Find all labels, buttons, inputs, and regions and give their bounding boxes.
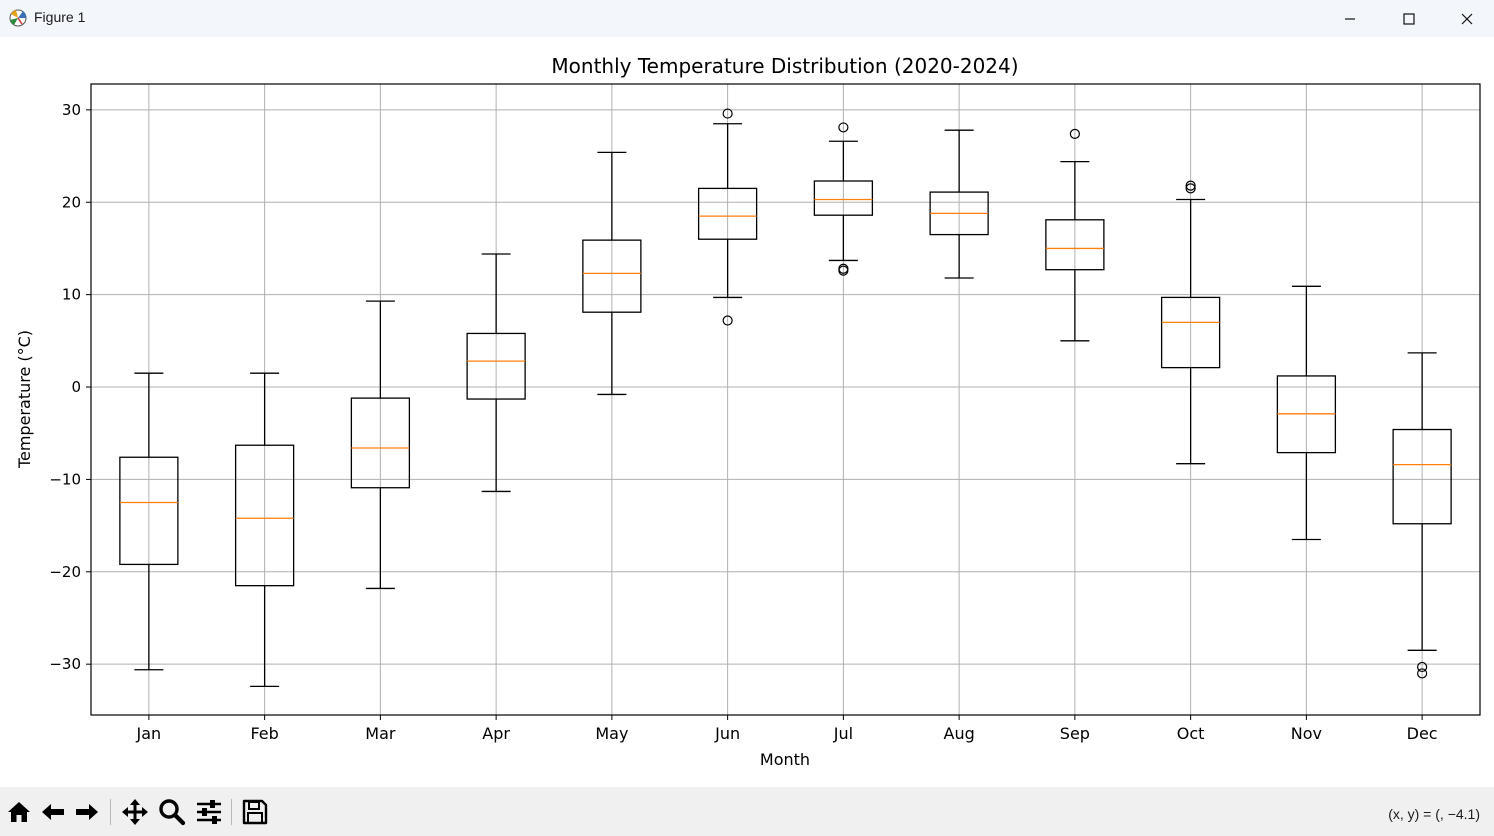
box-iqr	[234, 444, 295, 587]
minimize-button[interactable]	[1321, 0, 1379, 37]
maximize-button[interactable]	[1380, 0, 1438, 37]
x-tick-label: May	[595, 724, 628, 743]
box-feb	[234, 372, 295, 688]
outlier-point	[722, 315, 733, 326]
zoom-button[interactable]	[158, 798, 186, 826]
plot-frame	[90, 83, 1481, 716]
x-tick-label: Dec	[1407, 724, 1438, 743]
box-oct	[1160, 180, 1221, 465]
navigation-toolbar: (x, y) = (, −4.1)	[0, 787, 1494, 836]
x-axis-label: Month	[760, 750, 810, 769]
box-may	[582, 151, 642, 396]
forward-icon	[76, 804, 98, 820]
x-tick-label: Sep	[1060, 724, 1090, 743]
back-button[interactable]	[39, 798, 67, 826]
box-apr	[466, 253, 526, 493]
outlier-point	[838, 122, 849, 133]
y-tick-label: 30	[62, 101, 81, 119]
box-aug	[929, 129, 989, 279]
forward-button[interactable]	[73, 798, 101, 826]
close-icon	[1461, 13, 1473, 24]
box-iqr	[697, 187, 758, 240]
window-titlebar: Figure 1	[0, 0, 1494, 37]
matplotlib-app-icon	[9, 9, 27, 27]
x-tick-label: Jan	[136, 724, 162, 743]
outlier-point	[1417, 661, 1428, 673]
configure-subplots-button[interactable]	[195, 798, 223, 826]
save-button[interactable]	[241, 798, 269, 826]
y-axis-label: Temperature (°C)	[15, 330, 34, 469]
axis-ticks: 30 20 10 0 −10 −20 −30 Jan Feb Mar Apr May Jun Jul Aug…	[49, 101, 1437, 743]
box-iqr	[350, 397, 411, 489]
outlier-point	[1417, 668, 1428, 679]
box-sep	[1045, 128, 1105, 342]
save-icon	[242, 799, 268, 825]
x-tick-label: Aug	[944, 724, 975, 743]
outlier-point	[722, 108, 733, 119]
outlier-point	[1185, 183, 1196, 194]
pan-icon	[122, 799, 148, 825]
x-tick-label: Jun	[714, 724, 740, 743]
box-iqr	[1392, 428, 1452, 525]
box-mar	[350, 300, 411, 590]
grid-lines	[91, 84, 1480, 715]
cursor-coordinates: (x, y) = (, −4.1)	[1388, 806, 1480, 822]
back-icon	[42, 804, 64, 820]
box-iqr	[1045, 219, 1105, 271]
x-tick-label: Apr	[482, 724, 510, 743]
close-button[interactable]	[1438, 0, 1494, 37]
x-tick-label: Oct	[1177, 724, 1205, 743]
configure-subplots-icon	[197, 800, 221, 824]
x-tick-label: Jul	[833, 724, 853, 743]
outlier-point	[1185, 180, 1196, 191]
box-iqr	[466, 332, 526, 400]
box-iqr	[119, 456, 179, 566]
home-button[interactable]	[5, 798, 33, 826]
box-iqr	[813, 180, 874, 216]
y-tick-label: 10	[62, 286, 81, 304]
box-jan	[119, 372, 179, 671]
box-series	[119, 108, 1452, 688]
y-tick-label: −30	[49, 655, 81, 673]
x-tick-label: Mar	[365, 724, 396, 743]
box-nov	[1276, 285, 1337, 541]
box-jul	[813, 122, 874, 276]
figure-canvas[interactable]: 30 20 10 0 −10 −20 −30 Jan Feb Mar Apr May Jun Jul Aug…	[0, 37, 1494, 787]
zoom-icon	[159, 799, 186, 826]
boxplot-chart: 30 20 10 0 −10 −20 −30 Jan Feb Mar Apr May Jun Jul Aug…	[15, 54, 1481, 769]
y-tick-label: −20	[49, 563, 81, 581]
x-tick-label: Feb	[250, 724, 278, 743]
box-jun	[697, 108, 758, 326]
minimize-icon	[1345, 17, 1355, 20]
pan-button[interactable]	[121, 798, 149, 826]
y-tick-label: 20	[62, 193, 81, 211]
window-title: Figure 1	[34, 9, 86, 25]
y-tick-label: 0	[71, 378, 81, 396]
home-icon	[8, 802, 30, 822]
toolbar-separator	[110, 799, 111, 825]
outlier-point	[838, 265, 849, 276]
box-iqr	[582, 239, 642, 313]
chart-title: Monthly Temperature Distribution (2020-2…	[551, 54, 1018, 78]
outlier-point	[1069, 128, 1080, 139]
box-dec	[1392, 352, 1452, 679]
toolbar-separator	[231, 799, 232, 825]
box-iqr	[1160, 296, 1221, 369]
y-tick-label: −10	[49, 470, 81, 488]
x-tick-label: Nov	[1291, 724, 1322, 743]
maximize-icon	[1403, 12, 1415, 25]
